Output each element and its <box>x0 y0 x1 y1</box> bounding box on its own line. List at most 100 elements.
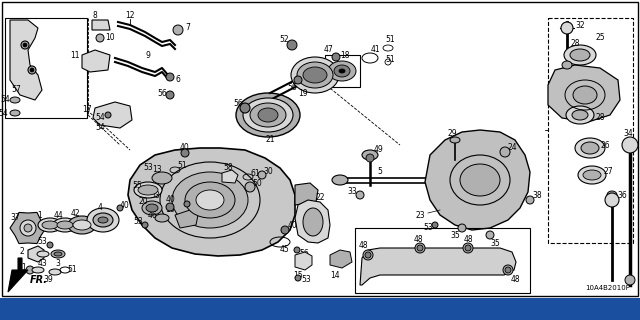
Text: 2: 2 <box>20 247 24 257</box>
Text: 26: 26 <box>600 140 610 149</box>
Text: 22: 22 <box>316 194 324 203</box>
Ellipse shape <box>152 172 172 184</box>
Circle shape <box>622 137 638 153</box>
Ellipse shape <box>572 110 588 120</box>
Text: 43: 43 <box>37 260 47 268</box>
Text: 56: 56 <box>287 83 297 92</box>
Text: 29: 29 <box>447 129 457 138</box>
Circle shape <box>294 76 302 84</box>
Polygon shape <box>10 20 42 100</box>
Text: 40: 40 <box>165 196 175 204</box>
Bar <box>0 298 640 320</box>
Text: 57: 57 <box>11 85 21 94</box>
Text: 54: 54 <box>95 114 105 123</box>
Text: 35: 35 <box>490 238 500 247</box>
Ellipse shape <box>362 150 378 160</box>
Ellipse shape <box>564 45 596 65</box>
Polygon shape <box>295 200 330 243</box>
Circle shape <box>166 73 174 81</box>
Ellipse shape <box>236 93 300 137</box>
Circle shape <box>258 171 266 179</box>
Ellipse shape <box>42 221 58 229</box>
Ellipse shape <box>339 69 345 73</box>
Text: 61: 61 <box>250 169 260 178</box>
Text: 48: 48 <box>463 236 473 244</box>
Text: 40: 40 <box>180 142 190 151</box>
Text: 8: 8 <box>93 12 97 20</box>
Circle shape <box>173 25 183 35</box>
Text: 49: 49 <box>373 146 383 155</box>
Ellipse shape <box>334 65 350 77</box>
Circle shape <box>458 224 466 232</box>
Text: 48: 48 <box>510 276 520 284</box>
Circle shape <box>20 220 36 236</box>
Text: 51: 51 <box>177 162 187 171</box>
Polygon shape <box>295 183 318 205</box>
Circle shape <box>166 203 174 211</box>
Circle shape <box>415 243 425 253</box>
Circle shape <box>245 182 255 192</box>
Ellipse shape <box>172 172 248 228</box>
Circle shape <box>105 112 111 118</box>
Bar <box>5 18 87 118</box>
Circle shape <box>184 201 190 207</box>
Text: 58: 58 <box>223 163 233 172</box>
Circle shape <box>432 222 438 228</box>
Text: 25: 25 <box>595 34 605 43</box>
Ellipse shape <box>51 250 65 258</box>
Circle shape <box>486 231 494 239</box>
Polygon shape <box>92 20 110 30</box>
Text: 56: 56 <box>187 196 197 204</box>
Ellipse shape <box>87 208 119 232</box>
Circle shape <box>96 34 104 42</box>
Text: FR.: FR. <box>30 275 48 285</box>
Ellipse shape <box>10 97 20 103</box>
Text: 4: 4 <box>97 204 102 212</box>
Ellipse shape <box>566 106 594 124</box>
Text: 14: 14 <box>330 270 340 279</box>
Text: 17: 17 <box>82 106 92 115</box>
Text: 48: 48 <box>358 241 368 250</box>
Text: 2013 Honda CR-V Rear Differential - Mount Diagram: 2013 Honda CR-V Rear Differential - Moun… <box>147 302 493 316</box>
Text: 54: 54 <box>95 123 105 132</box>
Text: 7: 7 <box>186 23 191 33</box>
Circle shape <box>503 265 513 275</box>
Polygon shape <box>8 258 28 292</box>
Circle shape <box>332 53 340 61</box>
Text: 50: 50 <box>252 179 262 188</box>
Ellipse shape <box>98 217 108 223</box>
Circle shape <box>117 205 123 211</box>
Circle shape <box>240 103 250 113</box>
Text: 40: 40 <box>120 201 130 210</box>
Text: 9: 9 <box>145 52 150 60</box>
Ellipse shape <box>38 218 62 232</box>
Text: 16: 16 <box>165 205 175 214</box>
Ellipse shape <box>138 185 158 195</box>
Text: 27: 27 <box>603 167 613 177</box>
Text: 53: 53 <box>143 164 153 172</box>
Text: 51: 51 <box>385 55 395 65</box>
Ellipse shape <box>332 175 348 185</box>
Circle shape <box>526 196 534 204</box>
Circle shape <box>30 68 34 72</box>
Text: 48: 48 <box>413 236 423 244</box>
Ellipse shape <box>10 110 20 116</box>
Text: 53: 53 <box>150 190 160 199</box>
Ellipse shape <box>303 67 327 83</box>
Text: 30: 30 <box>263 166 273 175</box>
Circle shape <box>417 245 423 251</box>
Polygon shape <box>222 170 238 183</box>
Ellipse shape <box>297 62 333 88</box>
Circle shape <box>21 41 29 49</box>
Circle shape <box>356 191 364 199</box>
Ellipse shape <box>57 221 73 229</box>
Text: 10A4B2010F: 10A4B2010F <box>585 285 630 291</box>
Text: 23: 23 <box>415 211 425 220</box>
Bar <box>355 228 530 293</box>
Circle shape <box>366 154 374 162</box>
Text: 53: 53 <box>37 237 47 246</box>
Ellipse shape <box>73 220 91 230</box>
Ellipse shape <box>196 190 224 210</box>
Circle shape <box>28 66 36 74</box>
Ellipse shape <box>562 61 572 69</box>
